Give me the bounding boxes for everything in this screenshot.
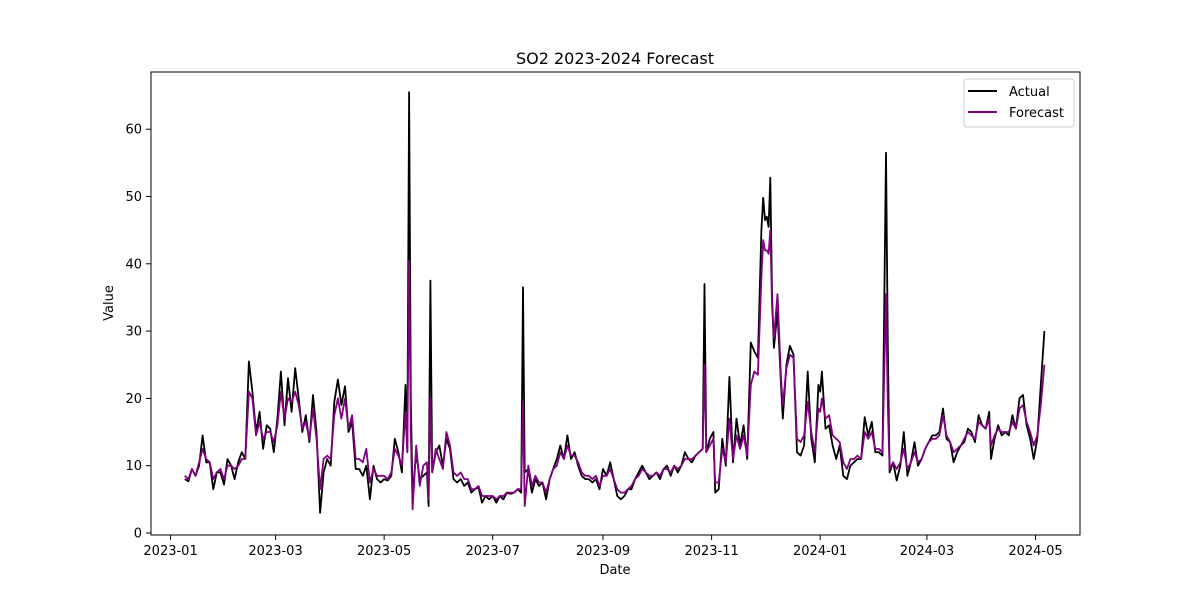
- x-tick-label: 2023-03: [248, 544, 302, 559]
- series-layer: [184, 91, 1046, 514]
- x-axis-title: Date: [599, 563, 630, 578]
- y-tick-label: 30: [125, 325, 142, 340]
- x-tick-label: 2024-03: [900, 544, 954, 559]
- y-axis: 0 10 20 30 40 50 60: [125, 123, 151, 541]
- x-tick-label: 2023-07: [466, 544, 520, 559]
- x-tick-label: 2023-01: [143, 544, 197, 559]
- x-axis: 2023-01 2023-03 2023-05 2023-07 2023-09 2023-…: [143, 535, 1063, 559]
- x-tick-label: 2024-01: [793, 544, 847, 559]
- legend-label-actual: Actual: [1009, 85, 1050, 100]
- x-tick-label: 2024-05: [1008, 544, 1062, 559]
- series-line-forecast: [184, 229, 1046, 511]
- legend: Actual Forecast: [963, 78, 1075, 128]
- chart-title: SO2 2023-2024 Forecast: [516, 49, 714, 68]
- legend-label-forecast: Forecast: [1009, 106, 1064, 121]
- plot-frame: [150, 71, 1081, 536]
- series-line-actual: [184, 91, 1046, 514]
- y-tick-label: 50: [125, 190, 142, 205]
- y-tick-label: 10: [125, 459, 142, 474]
- y-axis-title: Value: [102, 285, 117, 321]
- x-tick-label: 2023-05: [357, 544, 411, 559]
- y-tick-label: 60: [125, 123, 142, 138]
- y-tick-label: 0: [134, 526, 142, 541]
- y-tick-label: 20: [125, 392, 142, 407]
- x-tick-label: 2023-11: [684, 544, 738, 559]
- x-tick-label: 2023-09: [576, 544, 630, 559]
- y-tick-label: 40: [125, 257, 142, 272]
